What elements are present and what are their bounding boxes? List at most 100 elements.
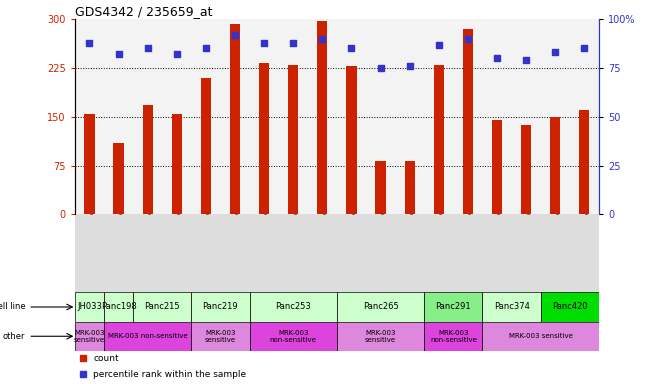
- Point: [492, 55, 502, 61]
- Bar: [104, 19, 133, 214]
- Text: Panc253: Panc253: [275, 303, 311, 311]
- Bar: [75, 322, 104, 351]
- Text: GSM924993: GSM924993: [585, 170, 590, 214]
- Text: MRK-003
sensitive: MRK-003 sensitive: [365, 330, 396, 343]
- Bar: [113, 143, 124, 214]
- Bar: [570, 19, 599, 214]
- Bar: [75, 292, 104, 322]
- Bar: [482, 322, 599, 351]
- Text: MRK-003
sensitive: MRK-003 sensitive: [74, 330, 105, 343]
- Bar: [288, 65, 298, 214]
- Bar: [85, 114, 94, 214]
- Bar: [308, 19, 337, 214]
- Bar: [541, 19, 570, 214]
- Bar: [249, 322, 337, 351]
- Point: [143, 45, 153, 51]
- Bar: [346, 66, 357, 214]
- Text: GDS4342 / 235659_at: GDS4342 / 235659_at: [75, 5, 212, 18]
- Text: GSM924985: GSM924985: [206, 170, 212, 214]
- Bar: [482, 292, 541, 322]
- Point: [172, 51, 182, 57]
- Bar: [579, 110, 589, 214]
- Point: [346, 45, 357, 51]
- Point: [434, 41, 444, 48]
- Bar: [424, 19, 453, 214]
- Point: [288, 40, 298, 46]
- Text: MRK-003
sensitive: MRK-003 sensitive: [205, 330, 236, 343]
- Bar: [143, 105, 153, 214]
- Bar: [221, 19, 249, 214]
- Text: GSM924990: GSM924990: [293, 170, 299, 214]
- Text: Panc265: Panc265: [363, 303, 398, 311]
- Point: [317, 36, 327, 42]
- Bar: [376, 161, 385, 214]
- Text: GSM924988: GSM924988: [555, 170, 561, 214]
- Bar: [75, 214, 599, 292]
- Point: [463, 36, 473, 42]
- Text: count: count: [93, 354, 119, 363]
- Bar: [259, 63, 270, 214]
- Text: GSM924983: GSM924983: [468, 170, 474, 214]
- Text: GSM924987: GSM924987: [148, 170, 154, 214]
- Bar: [512, 19, 541, 214]
- Bar: [104, 322, 191, 351]
- Bar: [492, 120, 502, 214]
- Point: [113, 51, 124, 57]
- Bar: [453, 19, 482, 214]
- Text: Panc291: Panc291: [436, 303, 471, 311]
- Text: cell line: cell line: [0, 303, 25, 311]
- Bar: [279, 19, 308, 214]
- Bar: [337, 322, 424, 351]
- Bar: [249, 19, 279, 214]
- Bar: [230, 24, 240, 214]
- Bar: [366, 19, 395, 214]
- Text: GSM924979: GSM924979: [322, 170, 328, 214]
- Point: [84, 40, 94, 46]
- Point: [550, 49, 561, 55]
- Point: [376, 65, 386, 71]
- Bar: [337, 19, 366, 214]
- Point: [521, 57, 531, 63]
- Text: GSM924992: GSM924992: [118, 170, 124, 214]
- Text: MRK-003 non-sensitive: MRK-003 non-sensitive: [108, 333, 187, 339]
- Bar: [463, 29, 473, 214]
- Bar: [541, 292, 599, 322]
- Text: GSM924978: GSM924978: [381, 170, 387, 214]
- Bar: [337, 292, 424, 322]
- Bar: [201, 78, 211, 214]
- Text: GSM924982: GSM924982: [352, 170, 357, 214]
- Bar: [162, 19, 191, 214]
- Text: MRK-003 sensitive: MRK-003 sensitive: [508, 333, 573, 339]
- Text: GSM924981: GSM924981: [497, 170, 503, 214]
- Bar: [404, 161, 415, 214]
- Text: Panc219: Panc219: [202, 303, 238, 311]
- Text: Panc420: Panc420: [552, 303, 588, 311]
- Text: percentile rank within the sample: percentile rank within the sample: [93, 370, 246, 379]
- Text: GSM924984: GSM924984: [526, 170, 532, 214]
- Bar: [249, 292, 337, 322]
- Text: other: other: [3, 332, 25, 341]
- Bar: [521, 124, 531, 214]
- Bar: [191, 19, 221, 214]
- Point: [230, 32, 240, 38]
- Point: [579, 45, 590, 51]
- Text: GSM924991: GSM924991: [235, 170, 241, 214]
- Bar: [317, 20, 327, 214]
- Text: GSM924994: GSM924994: [409, 170, 416, 214]
- Text: JH033: JH033: [77, 303, 102, 311]
- Bar: [434, 65, 444, 214]
- Text: MRK-003
non-sensitive: MRK-003 non-sensitive: [430, 330, 477, 343]
- Point: [201, 45, 211, 51]
- Text: GSM924980: GSM924980: [439, 170, 445, 214]
- Bar: [424, 292, 482, 322]
- Bar: [133, 19, 162, 214]
- Text: GSM924995: GSM924995: [177, 170, 183, 214]
- Point: [404, 63, 415, 69]
- Text: Panc198: Panc198: [101, 303, 137, 311]
- Point: [259, 40, 270, 46]
- Bar: [424, 322, 482, 351]
- Text: Panc215: Panc215: [145, 303, 180, 311]
- Text: GSM924989: GSM924989: [264, 170, 270, 214]
- Bar: [191, 292, 249, 322]
- Text: Panc374: Panc374: [493, 303, 529, 311]
